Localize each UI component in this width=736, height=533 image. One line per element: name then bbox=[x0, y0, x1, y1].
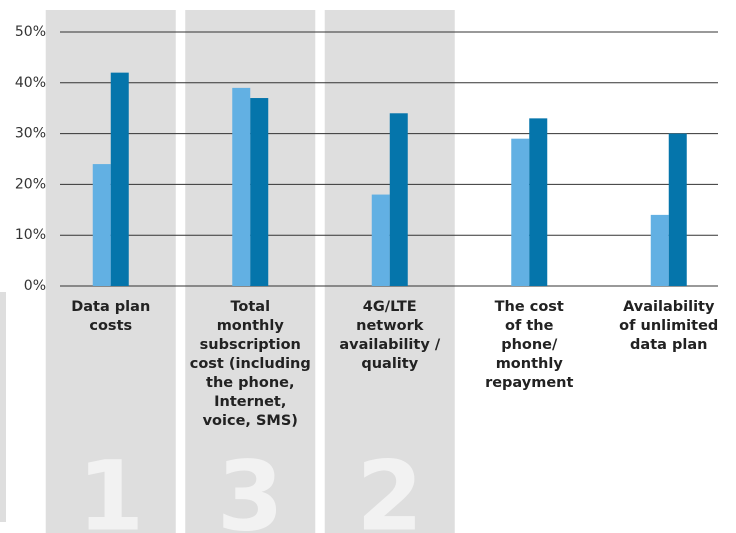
x-tick-label: 4G/LTE network availability / quality bbox=[339, 299, 441, 372]
rank-number: 2 bbox=[356, 440, 423, 533]
rank-number: 3 bbox=[217, 440, 284, 533]
bar bbox=[529, 118, 548, 286]
x-tick-label: The cost of the phone/ monthly repayment bbox=[485, 299, 574, 391]
edge-strip bbox=[0, 292, 6, 522]
y-tick-label: 50% bbox=[15, 24, 46, 40]
bar bbox=[92, 164, 111, 286]
bar bbox=[668, 133, 687, 286]
x-tick-label: Availability of unlimited data plan bbox=[619, 299, 719, 353]
y-tick-label: 10% bbox=[15, 227, 46, 243]
bar bbox=[650, 214, 669, 286]
y-tick-label: 40% bbox=[15, 75, 46, 91]
bar bbox=[232, 87, 251, 286]
bar bbox=[371, 194, 390, 286]
bar bbox=[250, 98, 269, 286]
y-tick-label: 0% bbox=[24, 278, 46, 294]
bar bbox=[110, 72, 129, 286]
y-tick-label: 20% bbox=[15, 176, 46, 192]
x-tick-label: Data plan costs bbox=[71, 299, 151, 334]
y-tick-label: 30% bbox=[15, 126, 46, 142]
x-tick-label: Total monthly subscription cost (includi… bbox=[189, 299, 311, 429]
bar bbox=[511, 138, 530, 286]
rank-number: 1 bbox=[77, 440, 144, 533]
bar bbox=[389, 113, 408, 286]
